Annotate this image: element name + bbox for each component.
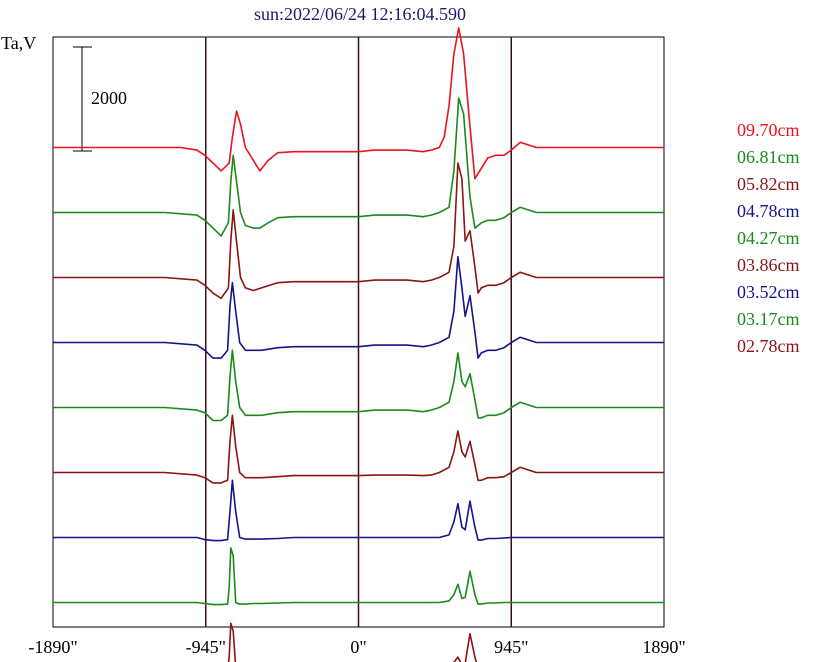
- legend-entry: 09.70cm: [737, 120, 800, 140]
- legend-entry: 04.27cm: [737, 228, 800, 248]
- series-line-03.86cm: [53, 414, 664, 484]
- series-lines: [53, 27, 664, 662]
- legend-entry: 03.52cm: [737, 282, 800, 302]
- scale-bar: 2000: [73, 46, 127, 152]
- x-tick-label: 0": [350, 637, 366, 657]
- series-line-04.78cm: [53, 255, 664, 359]
- series-line-05.82cm: [53, 162, 664, 300]
- series-line-06.81cm: [53, 97, 664, 237]
- series-line-03.52cm: [53, 479, 664, 542]
- legend-entry: 02.78cm: [737, 336, 800, 356]
- legend-entry: 03.86cm: [737, 255, 800, 275]
- legend-entry: 04.78cm: [737, 201, 800, 221]
- legend-entry: 05.82cm: [737, 174, 800, 194]
- legend-entry: 03.17cm: [737, 309, 800, 329]
- x-tick-label: -1890": [28, 637, 77, 657]
- y-axis-label: Ta,V: [1, 33, 36, 53]
- x-tick-label: 945": [494, 637, 528, 657]
- scale-bar-label: 2000: [91, 88, 127, 108]
- legend-entry: 06.81cm: [737, 147, 800, 167]
- vertical-reference-lines: [205, 37, 512, 627]
- legend: 09.70cm 06.81cm 05.82cm 04.78cm 04.27cm 03.86…: [737, 120, 800, 356]
- series-line-03.17cm: [53, 547, 664, 606]
- x-tick-label: 1890": [642, 637, 685, 657]
- series-line-04.27cm: [53, 349, 664, 422]
- x-tick-label: -945": [186, 637, 226, 657]
- series-line-09.70cm: [53, 27, 664, 180]
- chart-title: sun:2022/06/24 12:16:04.590: [254, 4, 466, 24]
- x-axis-ticks: -1890" -945" 0" 945" 1890": [28, 637, 685, 657]
